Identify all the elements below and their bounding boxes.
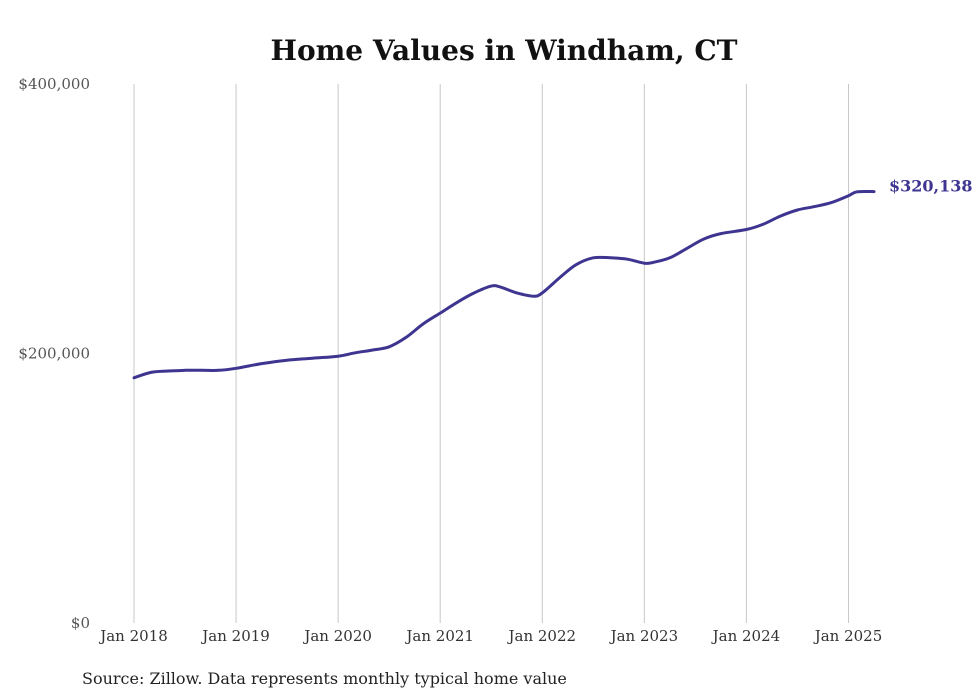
x-tick-label: Jan 2024 [711,627,781,645]
x-tick-label: Jan 2021 [404,627,474,645]
gridlines [133,84,849,623]
y-tick-label: $200,000 [18,345,90,363]
x-tick-label: Jan 2018 [98,627,168,645]
x-tick-label: Jan 2020 [302,627,372,645]
end-value-label: $320,138 [889,177,973,196]
y-axis-ticks: $0 $200,000 $400,000 [18,75,90,632]
x-tick-label: Jan 2025 [813,627,883,645]
y-tick-label: $0 [71,614,90,632]
y-tick-label: $400,000 [18,75,90,93]
x-tick-label: Jan 2022 [506,627,576,645]
source-note: Source: Zillow. Data represents monthly … [82,669,567,688]
series-line [132,189,876,380]
x-axis-ticks: Jan 2018 Jan 2019 Jan 2020 Jan 2021 Jan 2022… [98,627,882,645]
chart-title: Home Values in Windham, CT [271,34,738,67]
x-tick-label: Jan 2023 [609,627,679,645]
x-tick-label: Jan 2019 [200,627,270,645]
